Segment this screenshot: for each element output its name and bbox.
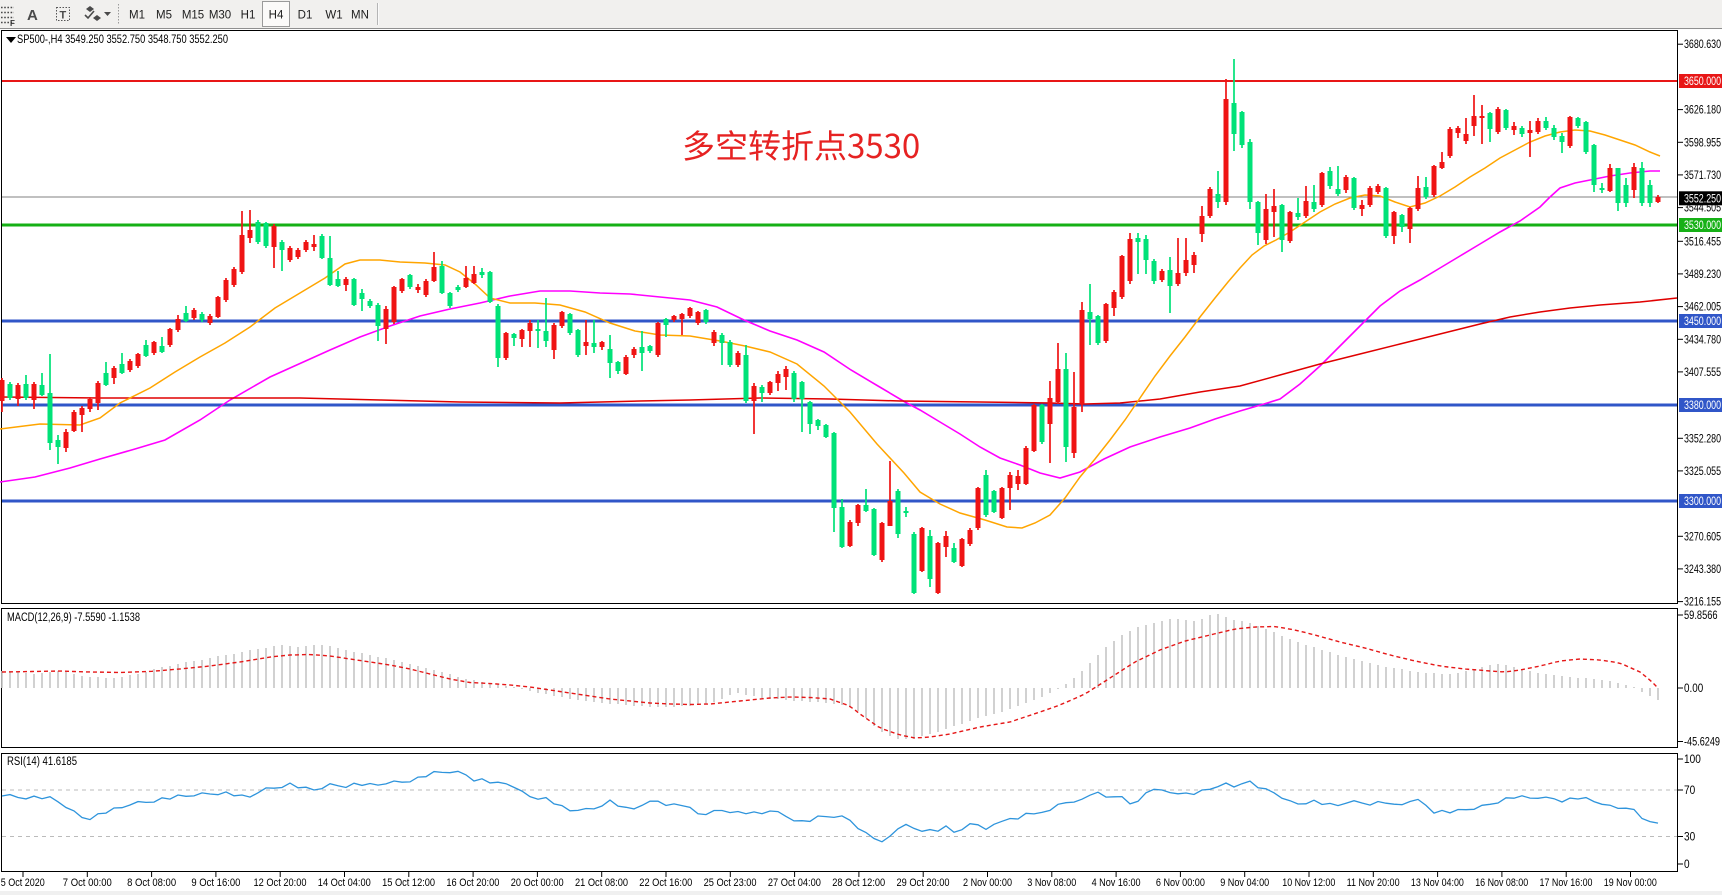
- svg-text:H1: H1: [241, 10, 256, 22]
- svg-text:0: 0: [1684, 859, 1690, 871]
- svg-text:28 Oct 12:00: 28 Oct 12:00: [832, 877, 885, 889]
- svg-text:MACD(12,26,9) -7.5590 -1.1538: MACD(12,26,9) -7.5590 -1.1538: [7, 612, 140, 624]
- svg-text:M30: M30: [209, 10, 231, 22]
- svg-text:2 Nov 00:00: 2 Nov 00:00: [963, 877, 1012, 889]
- svg-text:D1: D1: [298, 10, 313, 22]
- svg-text:-45.6249: -45.6249: [1684, 737, 1720, 749]
- svg-text:SP500-,H4 3549.250 3552.750 3: SP500-,H4 3549.250 3552.750 3548.750 355…: [17, 32, 228, 46]
- svg-text:20 Oct 00:00: 20 Oct 00:00: [511, 877, 564, 889]
- svg-text:T: T: [60, 10, 67, 22]
- svg-text:M5: M5: [156, 10, 172, 22]
- svg-text:3380.000: 3380.000: [1684, 400, 1721, 412]
- svg-text:30: 30: [1684, 832, 1695, 844]
- svg-text:A: A: [27, 7, 38, 24]
- svg-text:3352.280: 3352.280: [1684, 433, 1721, 445]
- svg-text:8 Oct 08:00: 8 Oct 08:00: [127, 877, 176, 889]
- svg-text:3516.455: 3516.455: [1684, 236, 1721, 248]
- svg-text:3680.630: 3680.630: [1684, 39, 1721, 51]
- svg-text:W1: W1: [325, 10, 342, 22]
- svg-text:3530.000: 3530.000: [1684, 220, 1721, 232]
- svg-text:59.8566: 59.8566: [1684, 610, 1718, 622]
- svg-text:9 Nov 04:00: 9 Nov 04:00: [1220, 877, 1269, 889]
- svg-text:H4: H4: [269, 10, 284, 22]
- svg-text:F: F: [10, 19, 15, 28]
- svg-text:21 Oct 08:00: 21 Oct 08:00: [575, 877, 628, 889]
- svg-text:M1: M1: [129, 10, 145, 22]
- svg-text:3552.250: 3552.250: [1684, 193, 1721, 205]
- svg-text:3407.555: 3407.555: [1684, 367, 1721, 379]
- svg-text:7 Oct 00:00: 7 Oct 00:00: [63, 877, 112, 889]
- svg-text:5 Oct 2020: 5 Oct 2020: [1, 877, 45, 889]
- svg-text:RSI(14) 41.6185: RSI(14) 41.6185: [7, 756, 77, 768]
- svg-text:3 Nov 08:00: 3 Nov 08:00: [1027, 877, 1076, 889]
- svg-text:3571.730: 3571.730: [1684, 170, 1721, 182]
- svg-text:10 Nov 12:00: 10 Nov 12:00: [1282, 877, 1335, 889]
- svg-text:27 Oct 04:00: 27 Oct 04:00: [768, 877, 821, 889]
- svg-text:15 Oct 12:00: 15 Oct 12:00: [382, 877, 435, 889]
- svg-text:6 Nov 00:00: 6 Nov 00:00: [1156, 877, 1205, 889]
- svg-text:3489.230: 3489.230: [1684, 269, 1721, 281]
- svg-text:12 Oct 20:00: 12 Oct 20:00: [254, 877, 307, 889]
- svg-text:M15: M15: [182, 10, 204, 22]
- svg-text:3544.505: 3544.505: [1684, 203, 1721, 215]
- svg-text:3325.055: 3325.055: [1684, 466, 1721, 478]
- svg-text:22 Oct 16:00: 22 Oct 16:00: [639, 877, 692, 889]
- svg-text:3243.380: 3243.380: [1684, 564, 1721, 576]
- svg-text:3300.000: 3300.000: [1684, 496, 1721, 508]
- svg-text:3598.955: 3598.955: [1684, 137, 1721, 149]
- svg-text:3650.000: 3650.000: [1684, 76, 1721, 88]
- svg-text:11 Nov 20:00: 11 Nov 20:00: [1347, 877, 1400, 889]
- svg-text:3462.005: 3462.005: [1684, 302, 1721, 314]
- svg-text:MN: MN: [351, 10, 369, 22]
- svg-text:25 Oct 23:00: 25 Oct 23:00: [704, 877, 757, 889]
- svg-text:70: 70: [1684, 785, 1695, 797]
- svg-text:3434.780: 3434.780: [1684, 334, 1721, 346]
- svg-text:13 Nov 04:00: 13 Nov 04:00: [1411, 877, 1464, 889]
- svg-text:16 Nov 08:00: 16 Nov 08:00: [1475, 877, 1528, 889]
- svg-text:14 Oct 04:00: 14 Oct 04:00: [318, 877, 371, 889]
- svg-text:9 Oct 16:00: 9 Oct 16:00: [191, 877, 240, 889]
- svg-text:3626.180: 3626.180: [1684, 105, 1721, 117]
- svg-text:3216.155: 3216.155: [1684, 597, 1721, 609]
- svg-text:3270.605: 3270.605: [1684, 531, 1721, 543]
- svg-text:29 Oct 20:00: 29 Oct 20:00: [897, 877, 950, 889]
- svg-text:3450.000: 3450.000: [1684, 316, 1721, 328]
- svg-text:0.00: 0.00: [1684, 683, 1703, 695]
- svg-text:17 Nov 16:00: 17 Nov 16:00: [1540, 877, 1593, 889]
- svg-text:16 Oct 20:00: 16 Oct 20:00: [446, 877, 499, 889]
- svg-text:4 Nov 16:00: 4 Nov 16:00: [1092, 877, 1141, 889]
- svg-text:19 Nov 00:00: 19 Nov 00:00: [1604, 877, 1657, 889]
- svg-text:100: 100: [1684, 754, 1701, 766]
